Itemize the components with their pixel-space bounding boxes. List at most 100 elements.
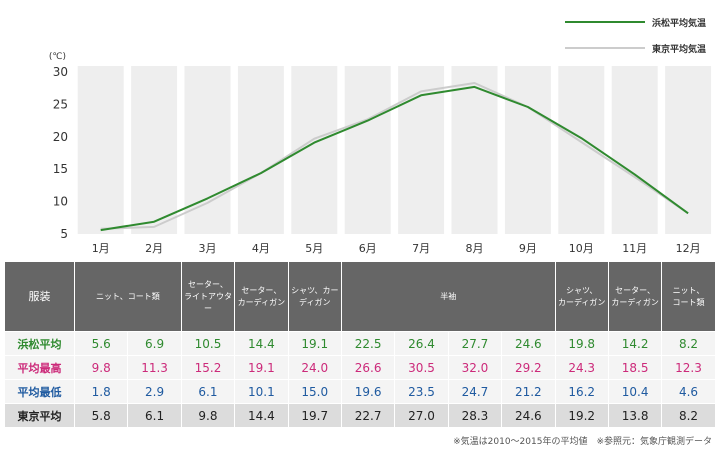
value-cell: 21.2 [501,379,556,404]
value-cell: 6.1 [180,379,236,404]
column-band [558,66,605,234]
value-cell: 14.2 [607,331,663,356]
clothing-cell: セーター、 ライトアウター [180,261,236,332]
value-cell: 1.8 [73,379,129,404]
column-band [344,66,391,234]
value-cell: 29.2 [501,355,556,380]
value-cell: 24.6 [501,331,556,356]
column-band [611,66,658,234]
column-bands [77,66,712,234]
value-cell: 27.7 [447,331,503,356]
value-cell: 22.7 [340,403,396,428]
row-label: 浜松平均 [4,331,75,356]
value-cell: 24.3 [554,355,609,380]
x-tick-label: 10月 [569,242,594,255]
value-cell: 18.5 [607,355,663,380]
x-tick-label: 11月 [622,242,647,255]
value-cell: 2.9 [127,379,182,404]
r-tokyo-row: 東京平均 5.8 6.1 9.8 14.4 19.7 22.7 27.0 28.3 24.6 19.… [4,403,716,428]
clothing-row: 服装 ニット、コート類 セーター、 ライトアウター セーター、 カーディガン シャツ、カーデ… [4,261,716,332]
value-cell: 19.8 [554,331,609,356]
r-hamamatsu-row: 浜松平均 5.6 6.9 10.5 14.4 19.1 22.5 26.4 27.7 24.6 19… [4,331,716,356]
clothing-cell: ニット、コート類 [74,261,182,332]
x-tick-label: 12月 [676,242,701,255]
value-cell: 15.2 [180,355,236,380]
value-cell: 19.7 [287,403,342,428]
value-cell: 27.0 [394,403,449,428]
series-line [100,85,689,232]
x-tick-label: 1月 [92,242,110,255]
clothing-cell: 半袖 [340,261,556,332]
value-cell: 30.5 [394,355,449,380]
r-low-row: 平均最低 1.8 2.9 6.1 10.1 15.0 19.6 23.5 24.7 21.2 16.… [4,379,716,404]
y-tick-label: 25 [53,97,68,111]
value-cell: 19.2 [554,403,609,428]
value-cell: 8.2 [661,331,716,356]
clothing-cell: セーター、 カーディガン [607,261,663,332]
row-label: 平均最高 [4,355,75,380]
column-band [451,66,498,234]
value-cell: 24.0 [287,355,342,380]
clothing-cell: セーター、 カーディガン [234,261,289,332]
row-label: 東京平均 [4,403,75,428]
value-cell: 10.4 [607,379,663,404]
x-tick-label: 5月 [305,242,323,255]
value-cell: 26.6 [340,355,396,380]
value-cell: 11.3 [127,355,182,380]
series-line [100,82,689,230]
value-cell: 5.6 [73,331,129,356]
data-table: 服装 ニット、コート類 セーター、 ライトアウター セーター、 カーディガン シャツ、カーデ… [4,261,716,428]
value-cell: 9.8 [180,403,236,428]
value-cell: 6.9 [127,331,182,356]
x-tick-label: 6月 [359,242,377,255]
value-cell: 19.6 [340,379,396,404]
value-cell: 14.4 [234,331,289,356]
clothing-cell: シャツ、カーディガン [287,261,342,332]
value-cell: 12.3 [661,355,716,380]
row-label: 平均最低 [4,379,75,404]
value-cell: 10.5 [180,331,236,356]
value-cell: 16.2 [554,379,609,404]
value-cell: 19.1 [287,331,342,356]
clothing-cell: ニット、コート類 [661,261,716,332]
column-band [131,66,178,234]
value-cell: 24.7 [447,379,503,404]
legend-label: 浜松平均気温 [652,17,706,29]
value-cell: 23.5 [394,379,449,404]
value-cell: 4.6 [661,379,716,404]
x-tick-label: 8月 [466,242,484,255]
legend-label: 東京平均気温 [652,43,706,55]
x-tick-label: 9月 [519,242,537,255]
column-band [184,66,231,234]
y-tick-label: 5 [60,227,68,241]
column-band [398,66,445,234]
value-cell: 9.8 [73,355,129,380]
series-lines [100,82,689,232]
value-cell: 14.4 [234,403,289,428]
x-axis: 1月 2月 3月 4月 5月 6月 7月 8月 9月 10月 11月 12月 [92,242,701,255]
value-cell: 22.5 [340,331,396,356]
column-band [77,66,124,234]
value-cell: 26.4 [394,331,449,356]
value-cell: 28.3 [447,403,503,428]
value-cell: 10.1 [234,379,289,404]
y-tick-label: 20 [53,130,68,144]
column-band [291,66,338,234]
value-cell: 5.8 [73,403,129,428]
y-axis: 5 10 15 20 25 30 (℃) [49,52,68,241]
value-cell: 8.2 [661,403,716,428]
r-high-row: 平均最高 9.8 11.3 15.2 19.1 24.0 26.6 30.5 32.0 29.2 2… [4,355,716,380]
footnote: ※気温は2010～2015年の平均値 ※参照元：気象庁観測データ [453,437,712,447]
value-cell: 15.0 [287,379,342,404]
x-tick-label: 3月 [199,242,217,255]
column-band [504,66,551,234]
y-tick-label: 10 [53,195,68,209]
y-tick-label: 15 [53,162,68,176]
x-tick-label: 4月 [252,242,270,255]
value-cell: 32.0 [447,355,503,380]
column-band [237,66,284,234]
value-cell: 24.6 [501,403,556,428]
column-band [665,66,712,234]
